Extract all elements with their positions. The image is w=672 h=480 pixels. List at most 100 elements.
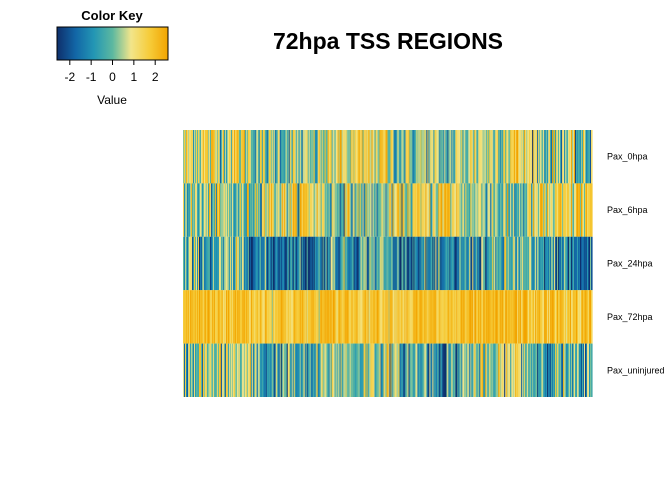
heatmap-cell [264, 183, 267, 237]
heatmap-cell [493, 183, 495, 237]
heatmap-cell [296, 183, 299, 237]
heatmap-cell [454, 236, 456, 291]
heatmap-cell [334, 236, 337, 291]
heatmap-cell [349, 183, 352, 237]
heatmap-cell [445, 290, 447, 344]
heatmap-cell [420, 183, 423, 237]
heatmap-cell [390, 130, 393, 184]
heatmap-cell [316, 236, 319, 291]
heatmap-cell [241, 183, 244, 237]
heatmap-cell [257, 236, 260, 291]
heatmap-cell [288, 183, 291, 237]
heatmap-cell [365, 343, 368, 397]
heatmap-cell [556, 183, 558, 237]
heatmap-cell [371, 183, 374, 237]
heatmap-cell [325, 183, 328, 237]
heatmap-cell [237, 290, 240, 344]
heatmap-cell [465, 130, 467, 184]
heatmap-cell [530, 130, 532, 184]
heatmap-cell [557, 183, 559, 237]
heatmap-cell [468, 343, 470, 397]
heatmap-cell [272, 236, 275, 291]
heatmap-cell [418, 343, 421, 397]
heatmap-cell [346, 343, 349, 397]
heatmap-cell [541, 130, 543, 184]
heatmap-cell [480, 183, 482, 237]
heatmap-cell [559, 343, 561, 397]
heatmap-cell [206, 183, 209, 237]
heatmap-cell [421, 236, 424, 291]
heatmap-cell [389, 236, 392, 291]
heatmap-cell [367, 290, 370, 344]
heatmap-cell [256, 236, 259, 291]
heatmap-cell [579, 130, 581, 184]
heatmap-cell [367, 130, 370, 184]
heatmap-cell [399, 130, 402, 184]
heatmap-cell [498, 130, 500, 184]
heatmap-cell [449, 236, 451, 291]
heatmap-cell [524, 290, 526, 344]
heatmap-cell [471, 290, 473, 344]
heatmap-cell [530, 183, 532, 237]
heatmap-cell [423, 130, 426, 184]
heatmap-cell [527, 183, 529, 237]
heatmap-cell [261, 236, 264, 291]
heatmap-cell [560, 130, 562, 184]
heatmap-cell [458, 236, 460, 291]
heatmap-cell [313, 343, 316, 397]
heatmap-cell [574, 130, 576, 184]
heatmap-cell [436, 290, 438, 344]
heatmap-cell [587, 236, 589, 291]
heatmap-cell [327, 343, 330, 397]
heatmap-cell [266, 236, 269, 291]
heatmap-cell [291, 236, 294, 291]
heatmap-cell [538, 290, 540, 344]
heatmap-cell [247, 343, 250, 397]
heatmap-cell [320, 290, 323, 344]
heatmap-cell [539, 343, 541, 397]
heatmap-cell [411, 183, 414, 237]
heatmap-cell [365, 236, 368, 291]
heatmap-cell [360, 183, 363, 237]
heatmap-cell [211, 183, 214, 237]
heatmap-cell [486, 236, 488, 291]
heatmap-cell [278, 183, 281, 237]
heatmap-cell [425, 130, 428, 184]
heatmap-cell [282, 343, 285, 397]
heatmap-cell [283, 183, 286, 237]
heatmap-cell [212, 343, 215, 397]
heatmap-cell [561, 343, 563, 397]
heatmap-cell [318, 343, 321, 397]
heatmap-cell [573, 130, 575, 184]
heatmap-cell [243, 130, 246, 184]
heatmap-cell [374, 236, 377, 291]
heatmap-cell [459, 236, 461, 291]
heatmap-cell [579, 343, 581, 397]
heatmap-cell [207, 236, 210, 291]
heatmap-cell [340, 290, 343, 344]
heatmap-cell [387, 183, 390, 237]
heatmap-cell [531, 236, 533, 291]
heatmap-cell [352, 290, 355, 344]
heatmap-cell [319, 183, 322, 237]
heatmap-cell [451, 343, 453, 397]
heatmap-cell [281, 183, 284, 237]
heatmap-cell [469, 290, 471, 344]
heatmap-cell [381, 290, 384, 344]
heatmap-cell [190, 343, 193, 397]
heatmap-cell [303, 183, 306, 237]
heatmap-cell [495, 290, 497, 344]
heatmap-cell [525, 130, 527, 184]
heatmap-cell [517, 343, 519, 397]
heatmap-cell [229, 290, 232, 344]
heatmap-cell [386, 343, 389, 397]
heatmap-cell [441, 236, 443, 291]
heatmap-cell [292, 236, 295, 291]
heatmap-cell [239, 290, 242, 344]
heatmap-cell [430, 130, 432, 184]
heatmap-cell [373, 343, 376, 397]
heatmap-cell [438, 183, 440, 237]
heatmap-cell [477, 343, 479, 397]
heatmap-cell [470, 183, 472, 237]
heatmap-cell [419, 130, 422, 184]
